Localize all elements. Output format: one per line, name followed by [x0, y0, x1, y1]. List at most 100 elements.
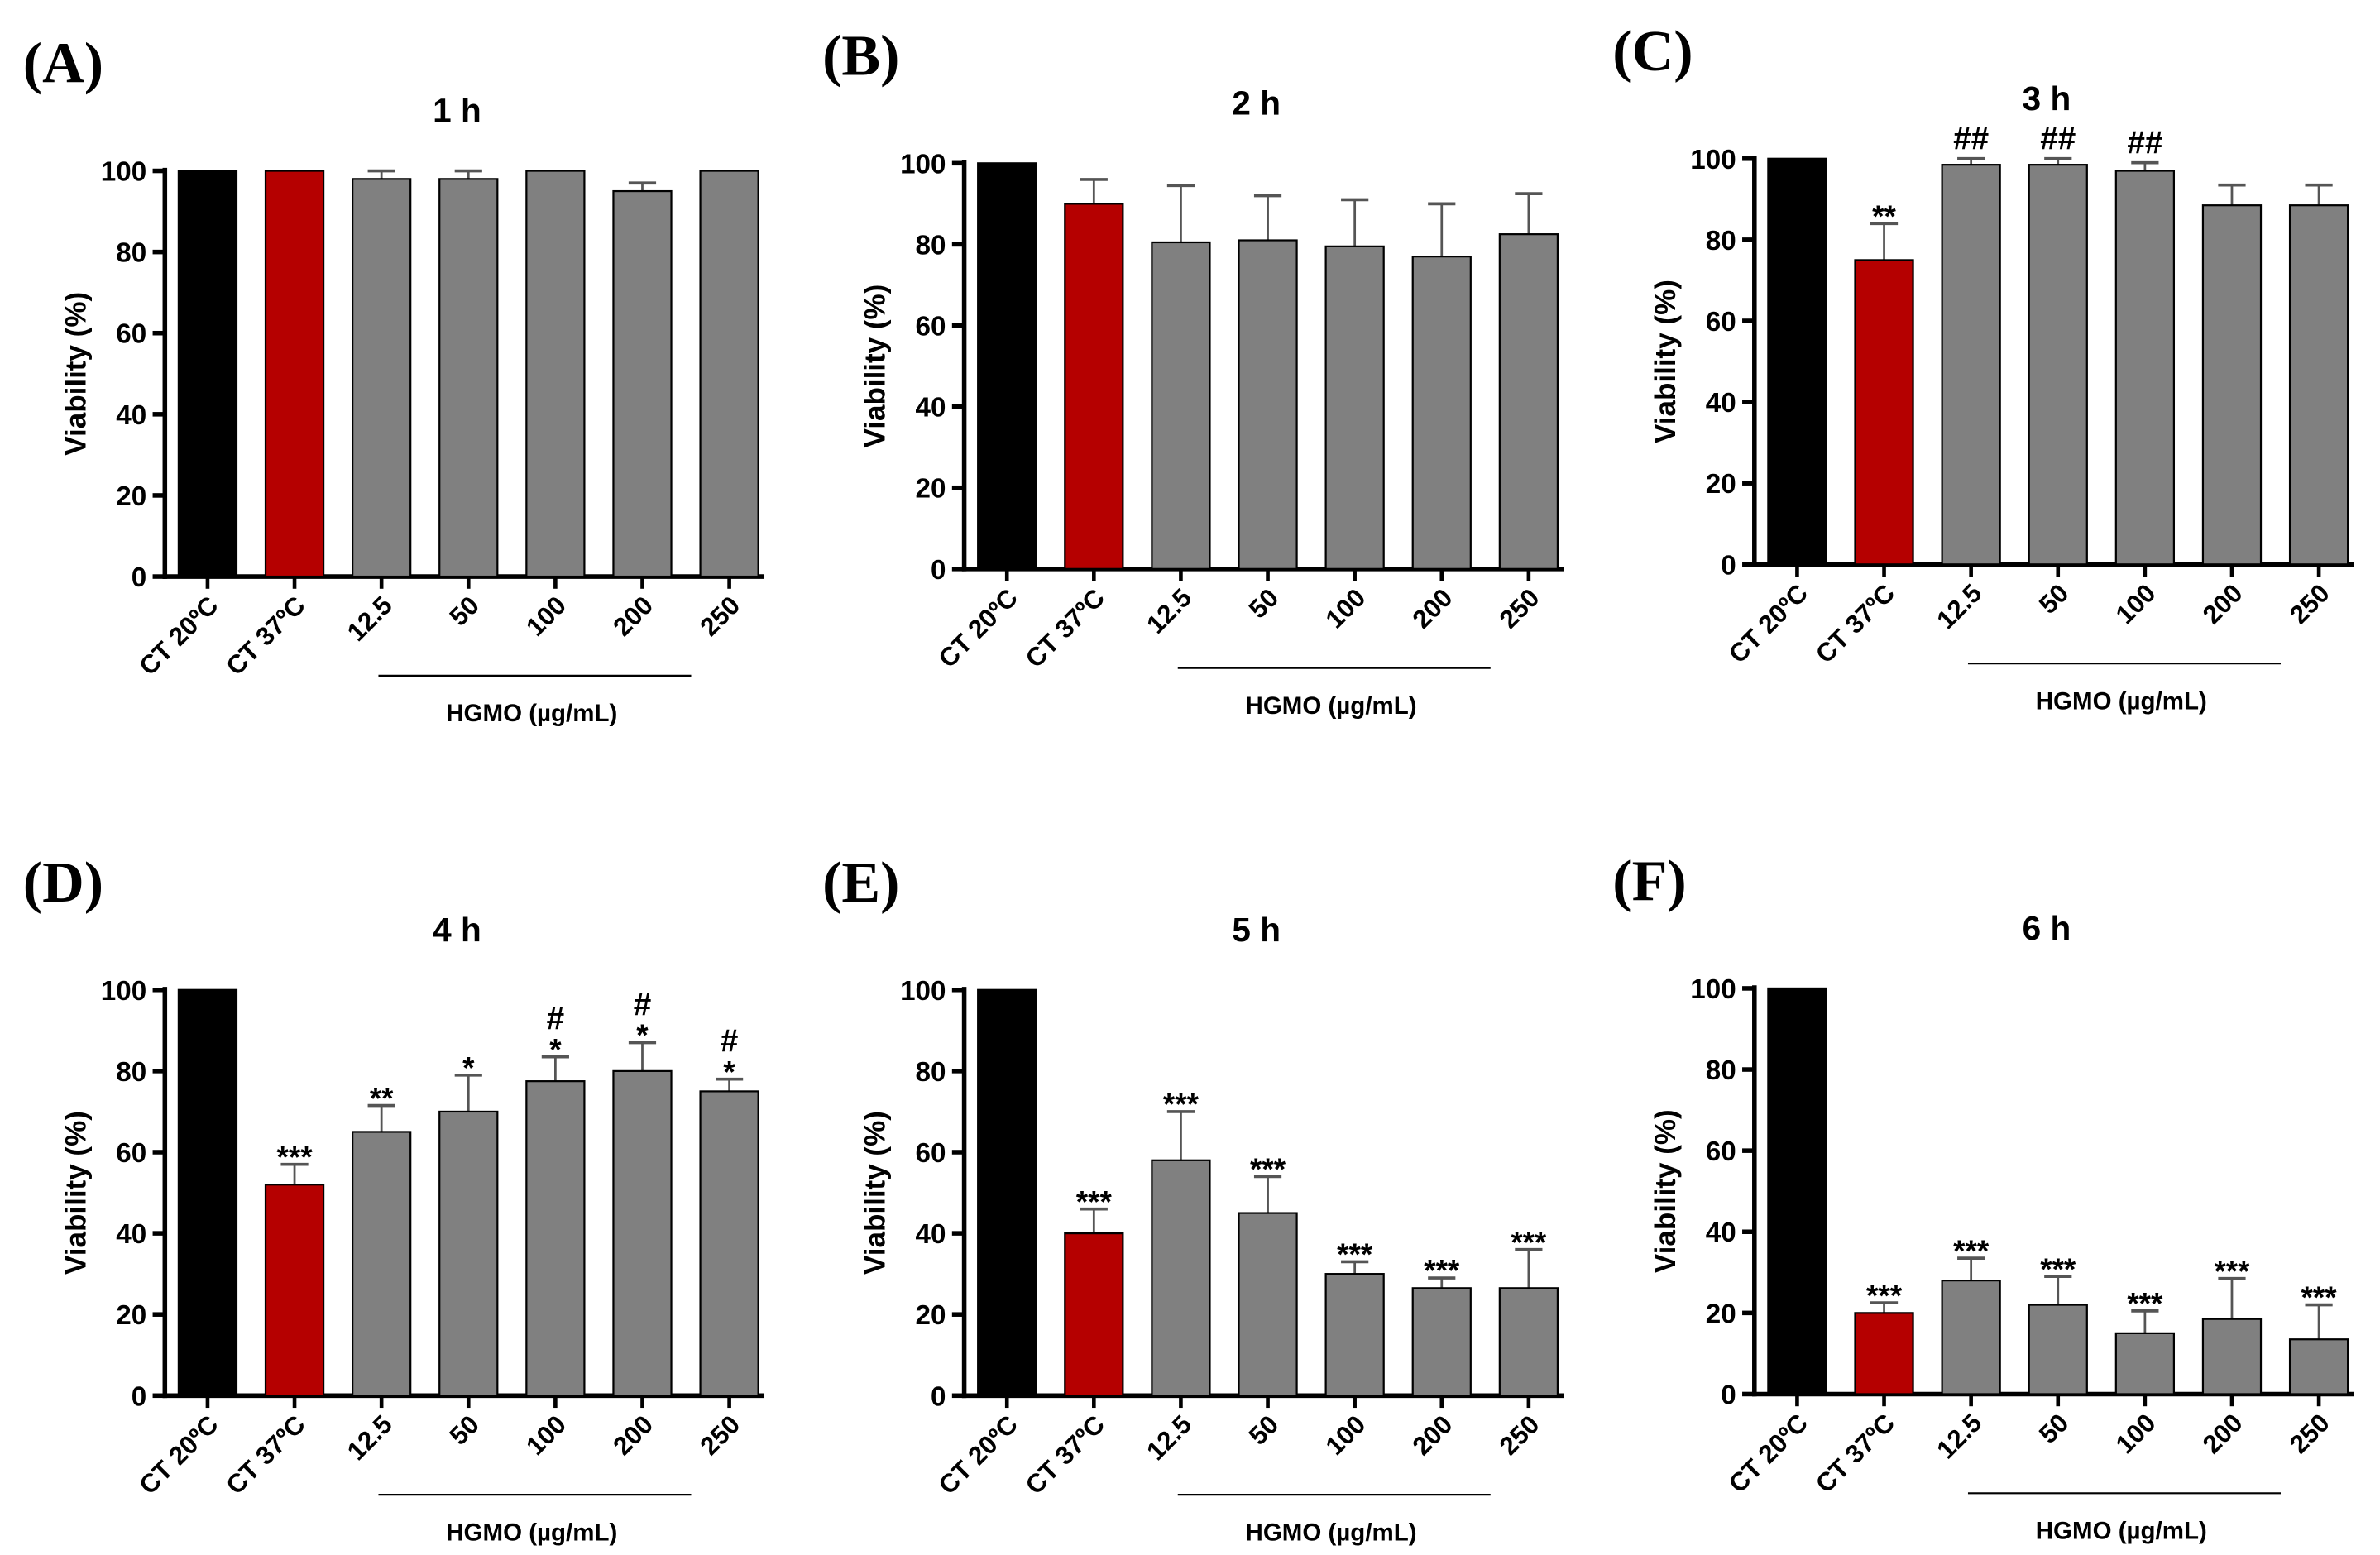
- y-tick-label: 60: [916, 312, 946, 342]
- significance-mark: ***: [1076, 1184, 1113, 1218]
- significance-mark: *: [549, 1032, 562, 1066]
- x-tick-label: 250: [695, 591, 746, 642]
- significance-mark: ***: [2040, 1252, 2076, 1286]
- chart-title: 1 h: [433, 92, 481, 130]
- x-tick-label: 12.5: [342, 591, 398, 647]
- chart-title: 2 h: [1232, 84, 1281, 122]
- significance-mark: **: [1872, 199, 1896, 233]
- x-tick-label: 100: [520, 591, 572, 642]
- bar-12.5: [352, 1131, 412, 1397]
- x-tick-label: 250: [2284, 1409, 2335, 1460]
- bar-100: [2114, 1332, 2176, 1395]
- bar-12.5: [1941, 164, 2001, 566]
- bar-100: [525, 1080, 586, 1397]
- bar-50: [2028, 1304, 2088, 1395]
- y-tick-label: 60: [1706, 1136, 1736, 1167]
- significance-mark: ***: [1424, 1254, 1460, 1288]
- x-tick-label: 12.5: [1141, 1409, 1197, 1466]
- group-label: HGMO (µg/mL): [1246, 692, 1417, 720]
- y-tick-label: 60: [1706, 307, 1736, 337]
- significance-mark: *: [723, 1055, 735, 1088]
- bar-100: [2114, 170, 2176, 566]
- panel-b: (B) 2 h Viability (%) 0 20 40 60 80 100 CT 20ºCCT…: [822, 24, 1564, 720]
- panel-letter: (E): [822, 851, 899, 915]
- panel-d: (D) 4 h Viability (%) 0 20 40 60 80 100 CT 20ºCCT…: [23, 851, 765, 1546]
- y-tick-label: 80: [916, 230, 946, 261]
- bar-ct20c: [1767, 987, 1827, 1395]
- y-axis-label: Viability (%): [60, 1111, 92, 1275]
- x-tick-label: CT 37ºC: [221, 1409, 311, 1500]
- chart-title: 6 h: [2023, 909, 2071, 947]
- bar-ct20c: [1767, 157, 1827, 566]
- panel-letter: (D): [23, 851, 103, 915]
- y-tick-label: 0: [132, 1381, 146, 1412]
- bar-200: [2201, 204, 2263, 566]
- x-tick-label: 250: [1494, 583, 1545, 634]
- x-tick-label: 50: [2033, 578, 2074, 619]
- y-tick-label: 100: [1690, 145, 1736, 175]
- x-tick-label: CT 20ºC: [1723, 578, 1813, 668]
- x-tick-label: 50: [1243, 583, 1284, 624]
- bar-ct37c: [1064, 203, 1124, 570]
- bar-ct37c: [1854, 259, 1914, 566]
- bar-50: [1238, 1212, 1298, 1397]
- x-tick-label: CT 20ºC: [133, 591, 223, 681]
- bar-12.5: [1941, 1280, 2001, 1395]
- x-tick-label: 200: [1407, 583, 1458, 634]
- x-tick-label: 200: [1407, 1409, 1458, 1461]
- y-axis-label: Viability (%): [1650, 280, 1682, 443]
- x-tick-label: 200: [2197, 1409, 2248, 1460]
- x-tick-label: 12.5: [1931, 1409, 1987, 1465]
- significance-mark: ***: [2127, 1287, 2163, 1321]
- group-label: HGMO (µg/mL): [1246, 1519, 1417, 1546]
- y-tick-label: 100: [101, 976, 146, 1007]
- x-tick-label: 100: [520, 1409, 572, 1461]
- y-tick-label: 80: [116, 1057, 146, 1088]
- x-tick-label: CT 20ºC: [933, 1409, 1023, 1500]
- y-tick-label: 20: [116, 481, 146, 512]
- bar-12.5: [1151, 1159, 1211, 1397]
- bar-ct20c: [977, 162, 1037, 570]
- bar-50: [438, 178, 499, 578]
- bar-12.5: [352, 178, 412, 578]
- bar-250: [1498, 233, 1559, 570]
- y-tick-label: 100: [900, 149, 946, 179]
- x-tick-label: CT 20ºC: [1723, 1409, 1813, 1499]
- significance-mark: ***: [1866, 1279, 1903, 1313]
- y-tick-label: 60: [116, 1138, 146, 1169]
- panel-letter: (B): [822, 24, 899, 88]
- significance-mark: ***: [1511, 1225, 1547, 1259]
- bar-100: [1324, 1273, 1385, 1397]
- x-tick-label: 50: [2033, 1409, 2074, 1449]
- x-tick-label: 50: [444, 1409, 485, 1450]
- y-tick-label: 40: [116, 1219, 146, 1250]
- bar-250: [1498, 1287, 1559, 1397]
- y-axis-label: Viability (%): [1650, 1109, 1682, 1273]
- significance-mark: #: [721, 1024, 739, 1060]
- y-tick-label: 60: [116, 319, 146, 350]
- x-tick-label: CT 37ºC: [221, 591, 311, 681]
- group-label: HGMO (µg/mL): [446, 700, 617, 727]
- group-label: HGMO (µg/mL): [446, 1519, 617, 1546]
- significance-mark: #: [634, 987, 652, 1022]
- chart-title: 4 h: [433, 911, 481, 949]
- y-tick-label: 0: [931, 555, 946, 586]
- y-tick-label: 20: [916, 474, 946, 505]
- significance-mark: ***: [1337, 1237, 1373, 1271]
- significance-mark: #: [547, 1002, 565, 1037]
- significance-mark: *: [462, 1050, 475, 1084]
- bar-50: [438, 1110, 499, 1397]
- y-tick-label: 40: [116, 400, 146, 431]
- panel-letter: (A): [23, 32, 103, 96]
- panel-f: (F) 6 h Viability (%) 0 20 40 60 80 100 CT 20ºCCT…: [1612, 849, 2354, 1545]
- bar-ct37c: [264, 170, 325, 578]
- x-tick-label: 50: [444, 591, 485, 631]
- bar-100: [1324, 245, 1385, 570]
- y-tick-label: 100: [1690, 974, 1736, 1005]
- panel-letter: (F): [1612, 849, 1686, 913]
- x-tick-label: 200: [607, 1409, 658, 1461]
- significance-mark: ##: [1953, 122, 1989, 157]
- bar-ct37c: [1064, 1232, 1124, 1397]
- bar-200: [1411, 1287, 1472, 1397]
